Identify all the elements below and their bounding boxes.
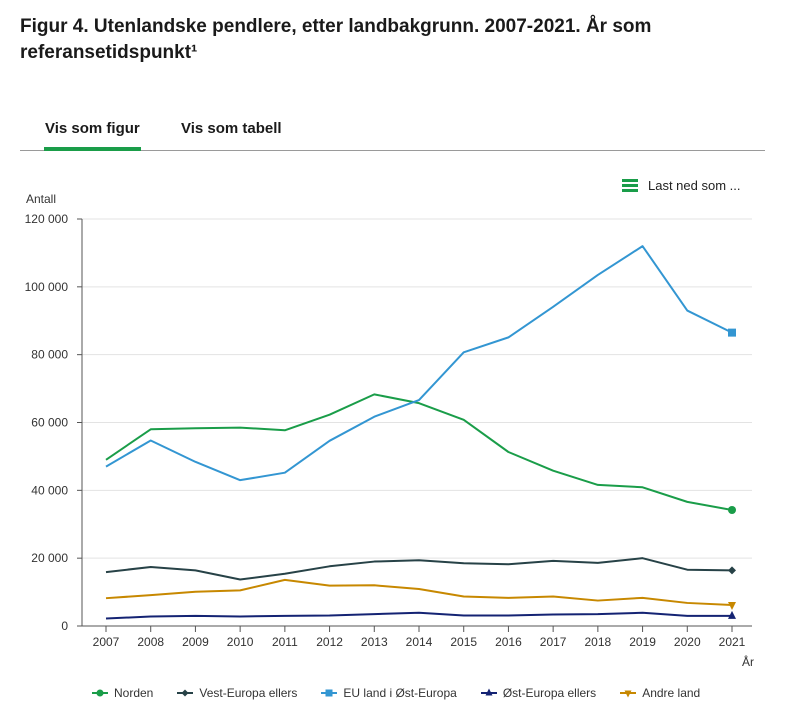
series-line-vest-europa-ellers	[105, 557, 733, 581]
legend-symbol	[92, 689, 108, 697]
y-tick-label: 0	[61, 619, 68, 633]
x-tick-label: 2011	[272, 635, 298, 649]
legend-symbol	[321, 689, 338, 697]
series-line-eu-land-i-st-europa	[105, 245, 733, 482]
series-end-marker-norden	[728, 506, 736, 515]
menu-icon	[622, 179, 638, 192]
y-tick-label: 100 000	[25, 280, 69, 294]
download-button[interactable]: Last ned som ...	[622, 178, 741, 193]
series-line-norden	[105, 393, 733, 511]
legend-marker	[624, 690, 632, 698]
x-tick-label: 2018	[585, 635, 612, 649]
y-tick-label: 40 000	[31, 483, 68, 497]
x-tick-label: 2012	[316, 635, 343, 649]
legend-item[interactable]: Øst-Europa ellers	[480, 686, 597, 700]
x-tick-label: 2013	[361, 635, 388, 649]
x-tick-label: 2009	[182, 635, 209, 649]
x-tick-label: 2010	[227, 635, 254, 649]
legend-item[interactable]: Andre land	[620, 686, 700, 700]
view-tabs: Vis som figur Vis som tabell	[20, 120, 765, 151]
x-tick-label: 2008	[137, 635, 164, 649]
series-line-andre-land	[105, 578, 733, 606]
y-tick-label: 60 000	[31, 416, 68, 430]
legend-marker	[96, 689, 104, 697]
y-tick-label: 20 000	[31, 551, 68, 565]
legend-marker	[485, 688, 493, 696]
download-label: Last ned som ...	[648, 178, 741, 193]
series-end-marker-vest-europa-ellers	[728, 566, 736, 575]
x-tick-label: 2014	[406, 635, 433, 649]
x-tick-label: 2021	[719, 635, 746, 649]
legend-label: Øst-Europa ellers	[502, 686, 597, 700]
series-end-marker-eu-land-i-st-europa	[728, 328, 736, 337]
y-tick-label: 120 000	[25, 212, 69, 226]
legend-label: Andre land	[642, 686, 701, 700]
tab-table[interactable]: Vis som tabell	[181, 120, 282, 137]
legend-symbol	[177, 689, 194, 697]
legend-symbol	[480, 688, 497, 696]
x-tick-label: 2017	[540, 635, 567, 649]
x-axis-label: År	[742, 654, 754, 669]
legend-symbol	[620, 690, 637, 698]
series-end-marker-andre-land	[728, 601, 736, 610]
legend-item[interactable]: Vest-Europa ellers	[177, 686, 297, 700]
legend-marker	[325, 689, 333, 697]
legend-item[interactable]: Norden	[92, 686, 153, 700]
x-tick-label: 2015	[450, 635, 477, 649]
tab-figure[interactable]: Vis som figur	[44, 120, 141, 151]
legend-item[interactable]: EU land i Øst-Europa	[321, 686, 457, 700]
legend-label: Norden	[114, 686, 154, 700]
legend-label: Vest-Europa ellers	[199, 686, 298, 700]
x-tick-label: 2007	[93, 635, 120, 649]
page-title: Figur 4. Utenlandske pendlere, etter lan…	[20, 16, 652, 63]
x-tick-label: 2019	[629, 635, 656, 649]
y-tick-label: 80 000	[31, 348, 68, 362]
series-line-st-europa-ellers	[105, 611, 732, 620]
series-end-marker-st-europa-ellers	[728, 610, 736, 619]
y-axis-label: Antall	[26, 192, 56, 206]
x-tick-label: 2020	[674, 635, 701, 649]
legend-marker	[181, 689, 189, 697]
legend: Norden Vest-Europa ellers EU land i Øst-Eu…	[92, 686, 724, 700]
legend-label: EU land i Øst-Europa	[343, 686, 457, 700]
x-tick-label: 2016	[495, 635, 522, 649]
